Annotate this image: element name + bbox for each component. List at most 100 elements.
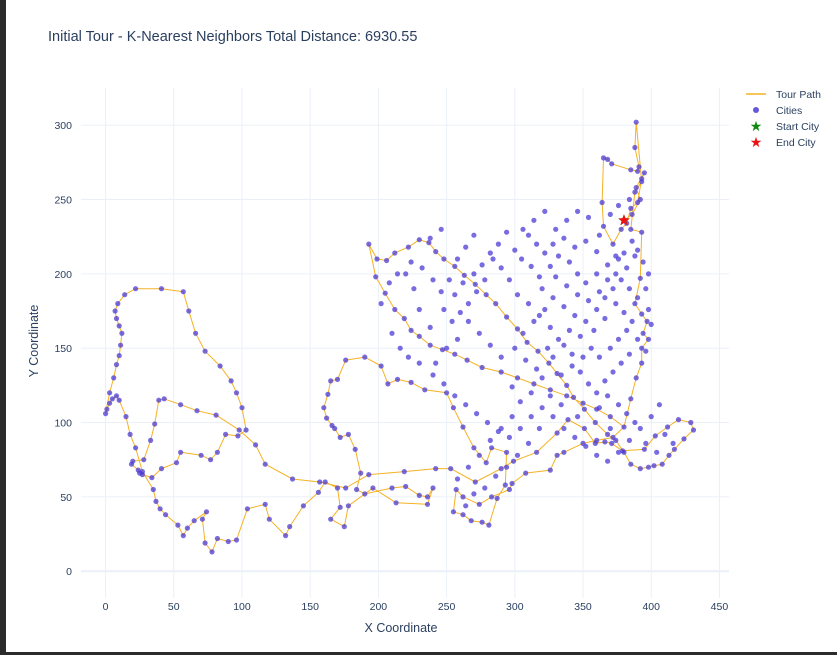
city-point — [116, 397, 122, 403]
city-point — [460, 494, 466, 500]
city-point — [566, 327, 573, 333]
city-point — [648, 321, 654, 327]
city-point — [547, 324, 553, 330]
city-point — [438, 226, 444, 232]
city-point — [322, 479, 328, 485]
city-point — [389, 330, 395, 336]
city-point — [158, 286, 165, 292]
city-point — [633, 119, 639, 125]
city-point — [130, 458, 136, 464]
city-point — [626, 286, 633, 292]
city-point — [153, 498, 159, 504]
city-point — [635, 295, 641, 301]
city-point — [194, 408, 200, 414]
city-point — [632, 189, 638, 195]
city-point — [504, 314, 510, 320]
city-point — [594, 271, 600, 277]
legend-label-tour-path: Tour Path — [776, 89, 821, 101]
city-point — [644, 318, 650, 324]
city-point — [558, 372, 564, 378]
city-point — [493, 301, 499, 307]
city-point — [615, 449, 622, 455]
city-point — [575, 271, 581, 277]
city-point — [239, 405, 245, 411]
city-point — [517, 399, 523, 405]
city-point — [600, 155, 607, 161]
city-point — [547, 467, 553, 473]
city-point — [487, 342, 493, 348]
city-point — [546, 360, 552, 366]
city-point — [300, 503, 306, 509]
city-point — [198, 452, 204, 458]
city-point — [509, 414, 515, 420]
legend-item-tour-path[interactable]: Tour Path — [746, 89, 821, 101]
cities-layer — [103, 119, 697, 555]
city-point — [539, 405, 545, 411]
legend-item-end-city[interactable]: ★ End City — [750, 135, 817, 151]
city-point — [610, 241, 616, 247]
city-point — [498, 466, 504, 472]
city-point — [460, 424, 466, 430]
city-point — [157, 506, 163, 512]
city-point — [569, 351, 575, 357]
city-point — [173, 460, 180, 466]
city-point — [569, 363, 575, 369]
city-point — [565, 417, 571, 423]
city-point — [334, 485, 341, 491]
legend-item-cities[interactable]: Cities — [753, 105, 802, 117]
city-point — [107, 390, 113, 396]
city-point — [479, 262, 485, 268]
city-point — [450, 405, 456, 411]
city-point — [525, 232, 532, 238]
city-point — [602, 295, 608, 301]
city-point — [671, 446, 678, 452]
city-point — [596, 289, 603, 295]
city-point — [119, 330, 125, 336]
city-point — [637, 425, 643, 432]
city-point — [553, 226, 559, 232]
end-city-marker — [618, 214, 630, 226]
city-point — [408, 259, 414, 265]
city-point — [592, 440, 598, 446]
city-point — [637, 466, 643, 472]
city-point — [585, 298, 592, 304]
x-tick-label: 100 — [233, 601, 251, 613]
city-point — [486, 522, 492, 528]
city-point — [433, 360, 439, 366]
city-point — [628, 396, 634, 402]
city-point — [525, 301, 532, 307]
city-point — [555, 336, 562, 342]
city-point — [441, 256, 447, 262]
city-point — [583, 443, 589, 449]
city-point — [498, 369, 504, 375]
city-point — [632, 419, 638, 426]
city-point — [624, 265, 630, 271]
city-point — [487, 250, 493, 256]
legend[interactable]: Tour Path Cities ★ Start City ★ End City — [746, 89, 821, 151]
city-point — [116, 353, 122, 359]
city-point — [479, 364, 485, 371]
y-axis-ticks: 0 50 100 150 200 250 300 — [54, 120, 72, 578]
city-point — [662, 431, 668, 437]
x-tick-label: 0 — [103, 601, 109, 613]
city-point — [535, 348, 541, 354]
city-point — [262, 461, 268, 467]
city-point — [109, 396, 115, 402]
city-point — [452, 393, 458, 399]
city-point — [628, 205, 634, 211]
city-point — [550, 354, 556, 360]
city-point — [531, 217, 537, 223]
city-point — [564, 283, 570, 289]
city-point — [223, 431, 229, 437]
city-point — [596, 354, 603, 360]
city-point — [471, 445, 477, 451]
green-star-icon: ★ — [750, 119, 763, 135]
city-point — [452, 351, 458, 357]
city-point — [528, 414, 534, 420]
city-point — [585, 381, 592, 387]
city-point — [591, 327, 597, 333]
city-point — [643, 286, 649, 292]
y-tick-label: 200 — [54, 269, 72, 281]
legend-item-start-city[interactable]: ★ Start City — [750, 119, 820, 135]
city-point — [416, 306, 422, 313]
